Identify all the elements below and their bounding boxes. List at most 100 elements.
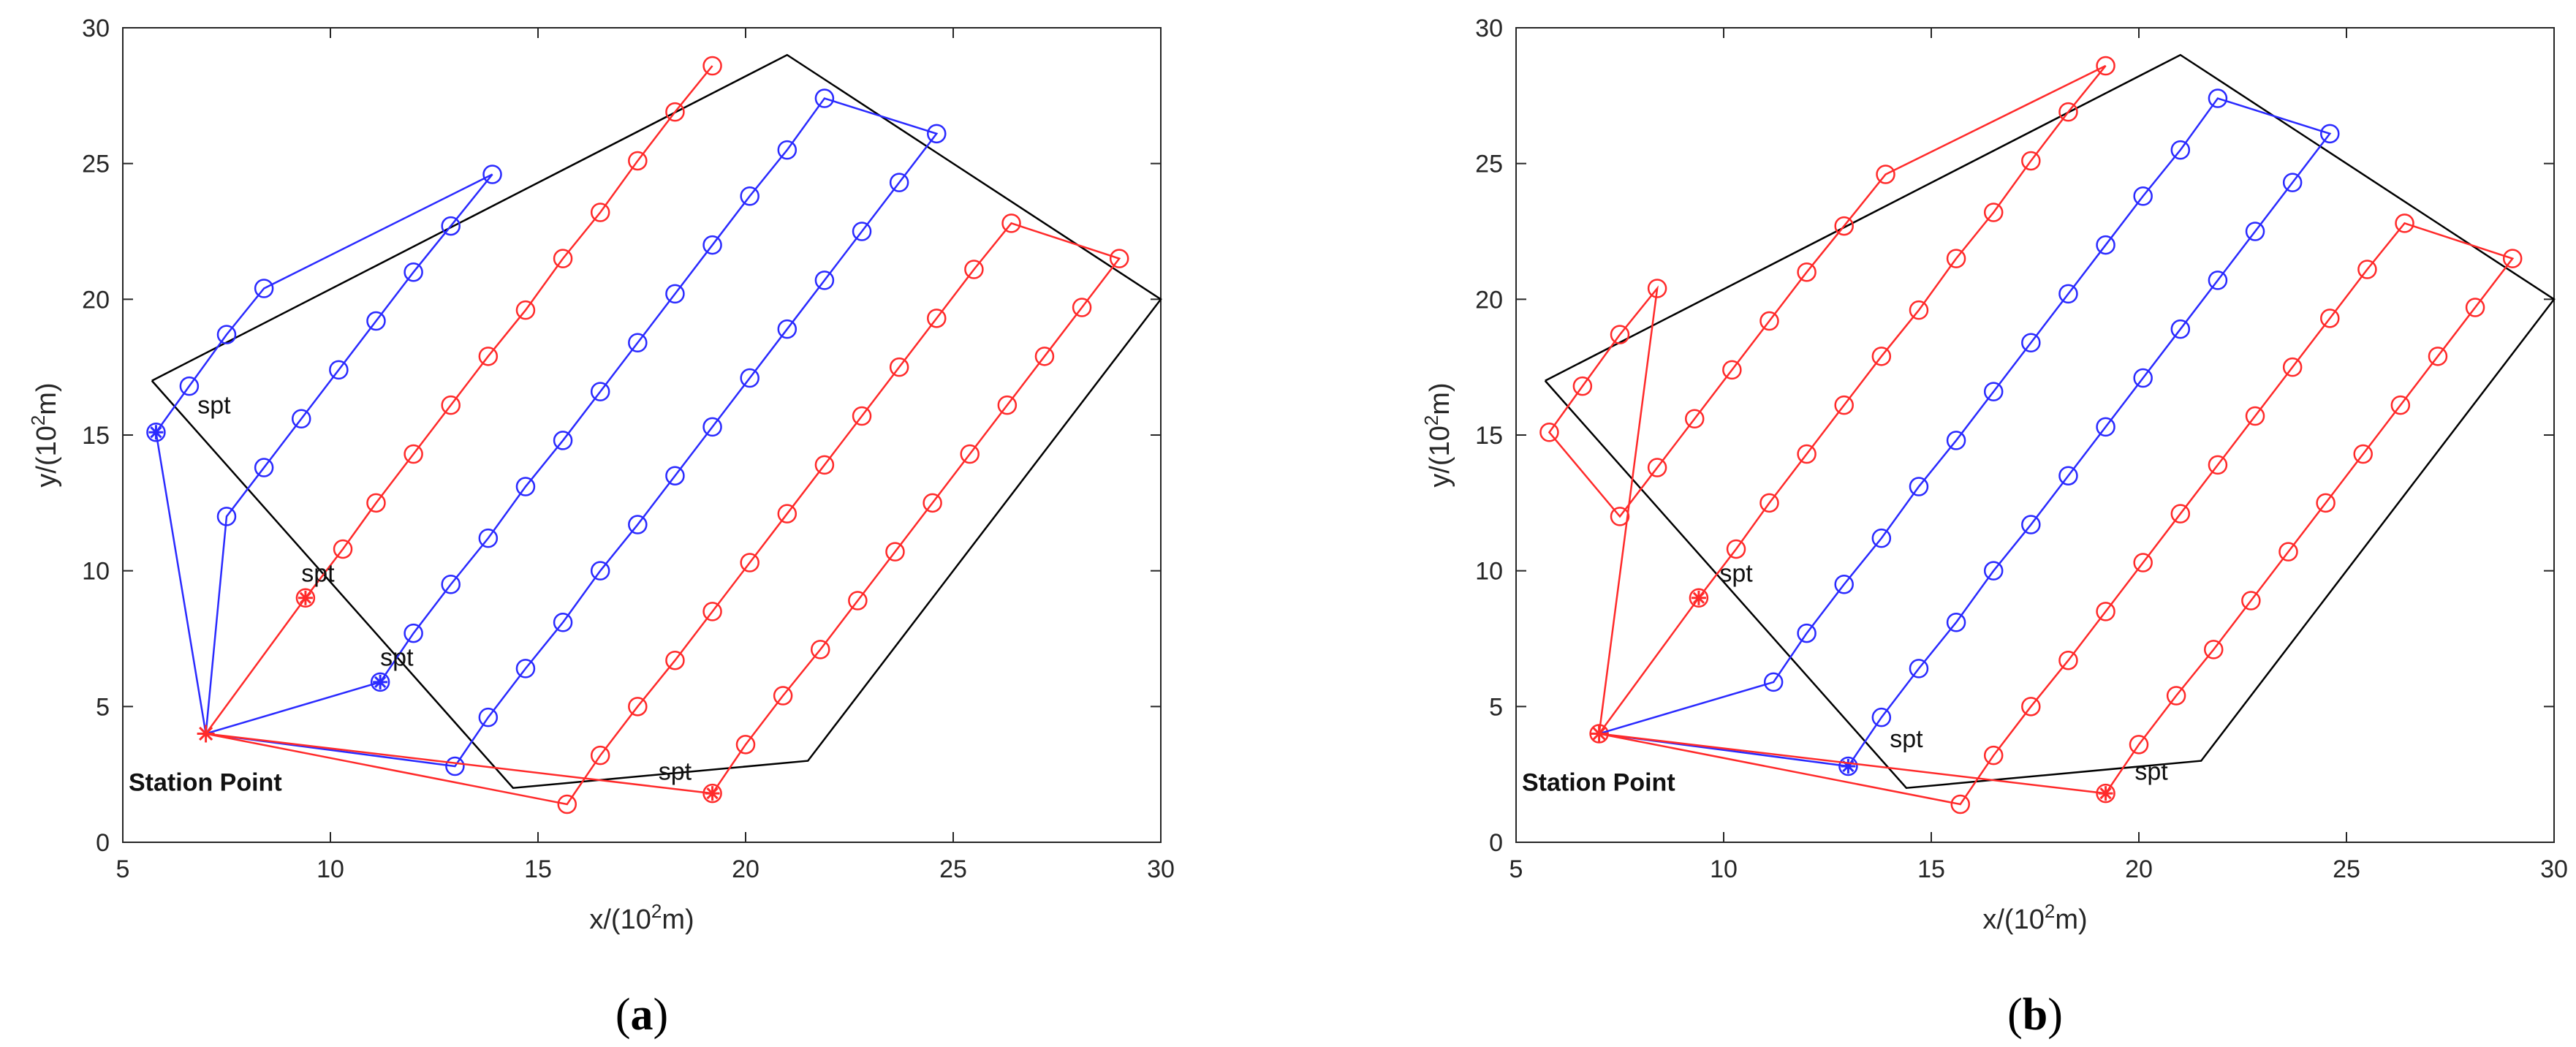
- route-blue: [205, 88, 947, 776]
- route-point: [2170, 319, 2191, 339]
- route-point: [1871, 707, 1892, 727]
- route-point: [1647, 279, 1667, 298]
- x-tick-label: 5: [1509, 855, 1523, 883]
- route-point: [590, 203, 610, 222]
- route-point: [2129, 735, 2149, 755]
- y-tick-label: 0: [96, 829, 110, 857]
- x-axis-label-base: x/(10: [1982, 904, 2044, 935]
- route-point: [2357, 260, 2377, 279]
- route-point: [216, 325, 237, 344]
- route-line: [1548, 64, 2107, 735]
- route-point: [2058, 102, 2078, 122]
- route-point: [889, 357, 909, 377]
- route-point: [2096, 417, 2115, 437]
- route-point: [740, 368, 759, 388]
- route-point: [366, 311, 386, 331]
- y-tick-label: 10: [1475, 558, 1503, 586]
- x-tick-label: 25: [2333, 855, 2360, 883]
- route-point: [515, 477, 536, 496]
- route-point: [1983, 203, 2004, 222]
- y-tick-label: 25: [82, 151, 110, 178]
- spt-star-stroke: [706, 787, 719, 800]
- route-red: [205, 213, 1129, 814]
- route-point: [2245, 222, 2265, 241]
- x-tick-label: 5: [116, 855, 130, 883]
- route-point: [740, 186, 759, 206]
- route-point: [814, 88, 835, 108]
- route-point: [2428, 347, 2448, 366]
- route-point: [2058, 466, 2078, 485]
- route-point: [960, 444, 980, 464]
- route-red: [1599, 213, 2523, 814]
- x-axis-label: x/(102m): [589, 900, 694, 935]
- route-point: [773, 686, 793, 706]
- spt-marker: [2096, 783, 2115, 804]
- spt-star-stroke: [1692, 591, 1705, 604]
- route-point: [1834, 216, 1854, 236]
- route-blue: [146, 165, 502, 734]
- route-point: [1983, 382, 2004, 401]
- route-point: [254, 279, 274, 298]
- route-point: [777, 319, 798, 339]
- route-point: [1759, 493, 1779, 513]
- x-axis-label-tail: m): [662, 904, 694, 935]
- route-point: [1610, 507, 1630, 526]
- spt-marker: [1838, 756, 1858, 776]
- route-point: [478, 528, 499, 548]
- route-point: [553, 249, 573, 268]
- y-tick-label: 30: [1475, 15, 1503, 42]
- spt-annotation: spt: [197, 391, 231, 419]
- route-point: [2021, 515, 2041, 534]
- route-point: [2208, 88, 2228, 108]
- route-point: [1763, 672, 1784, 692]
- station-point-label: Station Point: [129, 768, 282, 796]
- y-axis-label-base: y/(10: [31, 426, 62, 487]
- route-point: [852, 222, 872, 241]
- route-point: [1871, 347, 1892, 366]
- route-point: [628, 515, 648, 534]
- route-point: [2096, 602, 2115, 621]
- field-boundary: [1544, 53, 2556, 790]
- route-point: [291, 409, 311, 428]
- route-point: [2316, 493, 2336, 513]
- route-point: [482, 165, 502, 184]
- spt-annotation: spt: [2134, 758, 2168, 786]
- route-point: [1946, 612, 1966, 632]
- route-line: [155, 173, 493, 734]
- route-point: [1572, 376, 1593, 396]
- x-tick-label: 20: [732, 855, 759, 883]
- route-point: [2133, 553, 2153, 572]
- panel-label-open: (: [2007, 990, 2023, 1040]
- route-point: [478, 347, 499, 366]
- route-point: [404, 262, 423, 282]
- route-point: [2320, 309, 2340, 328]
- route-point: [1034, 347, 1055, 366]
- route-point: [216, 507, 237, 526]
- route-point: [441, 574, 461, 594]
- route-point: [2058, 284, 2078, 304]
- y-tick-label: 20: [1475, 286, 1503, 314]
- panel-a: 5 10 15 20 25 30051015202530x/(102m)y/(102m)S…: [27, 15, 1175, 1040]
- y-axis-label-exp: 2: [1420, 415, 1442, 426]
- route-point: [927, 309, 947, 328]
- panel-label-letter: a: [631, 990, 654, 1040]
- x-tick-label: 10: [317, 855, 344, 883]
- spt-marker: [1689, 588, 1709, 608]
- route-point: [1797, 623, 1817, 643]
- route-point: [1797, 262, 1817, 282]
- y-tick-label: 5: [96, 693, 110, 721]
- station-point-label: Station Point: [1522, 768, 1675, 796]
- y-tick-label: 20: [82, 286, 110, 314]
- route-point: [2170, 140, 2191, 160]
- y-tick-label: 0: [1489, 829, 1503, 857]
- route-point: [2096, 235, 2115, 255]
- route-point: [923, 493, 942, 513]
- spt-star-stroke: [299, 591, 312, 604]
- x-axis-label-tail: m): [2055, 904, 2087, 935]
- route-point: [1109, 249, 1129, 268]
- route-point: [702, 602, 722, 621]
- route-point: [254, 458, 274, 477]
- route-point: [2278, 542, 2298, 562]
- route-point: [1001, 213, 1021, 233]
